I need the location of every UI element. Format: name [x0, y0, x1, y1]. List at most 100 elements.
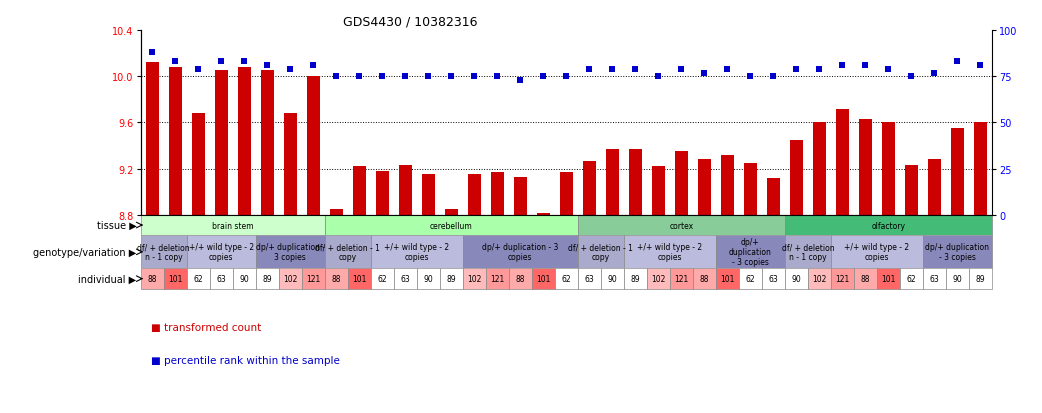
Bar	[813, 123, 825, 215]
Point	[719, 66, 736, 73]
Text: genotype/variation ▶: genotype/variation ▶	[33, 247, 137, 257]
Bar	[767, 178, 779, 215]
Text: dp/+ duplication
- 3 copies: dp/+ duplication - 3 copies	[925, 243, 990, 262]
Text: brain stem: brain stem	[212, 221, 253, 230]
Text: cerebellum: cerebellum	[430, 221, 473, 230]
Text: 63: 63	[217, 275, 226, 283]
Point	[374, 74, 391, 81]
Text: df/ + deletion - 1
copy: df/ + deletion - 1 copy	[568, 243, 634, 262]
Bar	[624, 269, 647, 289]
Text: 62: 62	[377, 275, 387, 283]
Text: 102: 102	[651, 275, 666, 283]
Text: 101: 101	[720, 275, 735, 283]
Text: olfactory: olfactory	[871, 221, 905, 230]
Bar	[808, 269, 830, 289]
Bar	[283, 114, 297, 215]
Bar	[739, 269, 762, 289]
Bar	[141, 269, 164, 289]
Bar	[554, 269, 578, 289]
Point	[213, 59, 229, 66]
Text: 63: 63	[769, 275, 778, 283]
Text: 62: 62	[746, 275, 755, 283]
Text: 88: 88	[331, 275, 341, 283]
Bar	[785, 236, 830, 269]
Point	[305, 63, 322, 69]
Bar	[141, 236, 187, 269]
Point	[167, 59, 183, 66]
Point	[903, 74, 920, 81]
Bar	[164, 269, 187, 289]
Bar	[307, 77, 320, 215]
Point	[535, 74, 551, 81]
Text: GDS4430 / 10382316: GDS4430 / 10382316	[343, 16, 477, 29]
Bar	[877, 269, 900, 289]
Bar	[905, 166, 918, 215]
Bar	[830, 236, 923, 269]
Point	[858, 63, 874, 69]
Point	[420, 74, 437, 81]
Bar	[325, 215, 578, 236]
Bar	[721, 155, 734, 215]
Point	[926, 70, 943, 77]
Point	[235, 59, 252, 66]
Text: 101: 101	[537, 275, 550, 283]
Bar	[232, 269, 255, 289]
Text: 63: 63	[929, 275, 939, 283]
Bar	[514, 177, 526, 215]
Bar	[468, 175, 480, 215]
Point	[258, 63, 275, 69]
Bar	[376, 171, 389, 215]
Bar	[399, 166, 412, 215]
Bar	[560, 173, 573, 215]
Text: 90: 90	[423, 275, 433, 283]
Bar	[578, 269, 601, 289]
Text: 88: 88	[147, 275, 157, 283]
Bar	[508, 269, 531, 289]
Text: individual ▶: individual ▶	[78, 274, 137, 284]
Text: 102: 102	[283, 275, 297, 283]
Text: 101: 101	[168, 275, 182, 283]
Text: +/+ wild type - 2
copies: +/+ wild type - 2 copies	[384, 243, 449, 262]
Bar	[601, 269, 624, 289]
Point	[650, 74, 667, 81]
Bar	[716, 236, 785, 269]
Bar	[440, 269, 463, 289]
Bar	[675, 152, 688, 215]
Bar	[169, 68, 181, 215]
Text: cortex: cortex	[669, 221, 693, 230]
Bar	[146, 63, 158, 215]
Bar	[463, 236, 578, 269]
Text: 90: 90	[240, 275, 249, 283]
Bar	[744, 164, 756, 215]
Bar	[215, 71, 227, 215]
Bar	[278, 269, 302, 289]
Bar	[946, 269, 969, 289]
Bar	[417, 269, 440, 289]
Bar	[394, 269, 417, 289]
Text: ■ transformed count: ■ transformed count	[151, 322, 262, 332]
Bar	[348, 269, 371, 289]
Text: 88: 88	[861, 275, 870, 283]
Bar	[854, 269, 877, 289]
Text: 62: 62	[194, 275, 203, 283]
Point	[512, 78, 528, 84]
Point	[328, 74, 345, 81]
Point	[811, 66, 827, 73]
Bar	[141, 215, 325, 236]
Bar	[790, 140, 802, 215]
Bar	[260, 71, 274, 215]
Text: df/ + deletion
n - 1 copy: df/ + deletion n - 1 copy	[138, 243, 190, 262]
Bar	[371, 236, 463, 269]
Text: 90: 90	[952, 275, 963, 283]
Bar	[624, 236, 716, 269]
Bar	[584, 161, 596, 215]
Bar	[255, 269, 278, 289]
Bar	[951, 129, 964, 215]
Point	[466, 74, 482, 81]
Bar	[923, 236, 992, 269]
Point	[443, 74, 460, 81]
Text: 62: 62	[907, 275, 916, 283]
Point	[144, 50, 160, 57]
Text: +/+ wild type - 2
copies: +/+ wild type - 2 copies	[189, 243, 254, 262]
Point	[559, 74, 575, 81]
